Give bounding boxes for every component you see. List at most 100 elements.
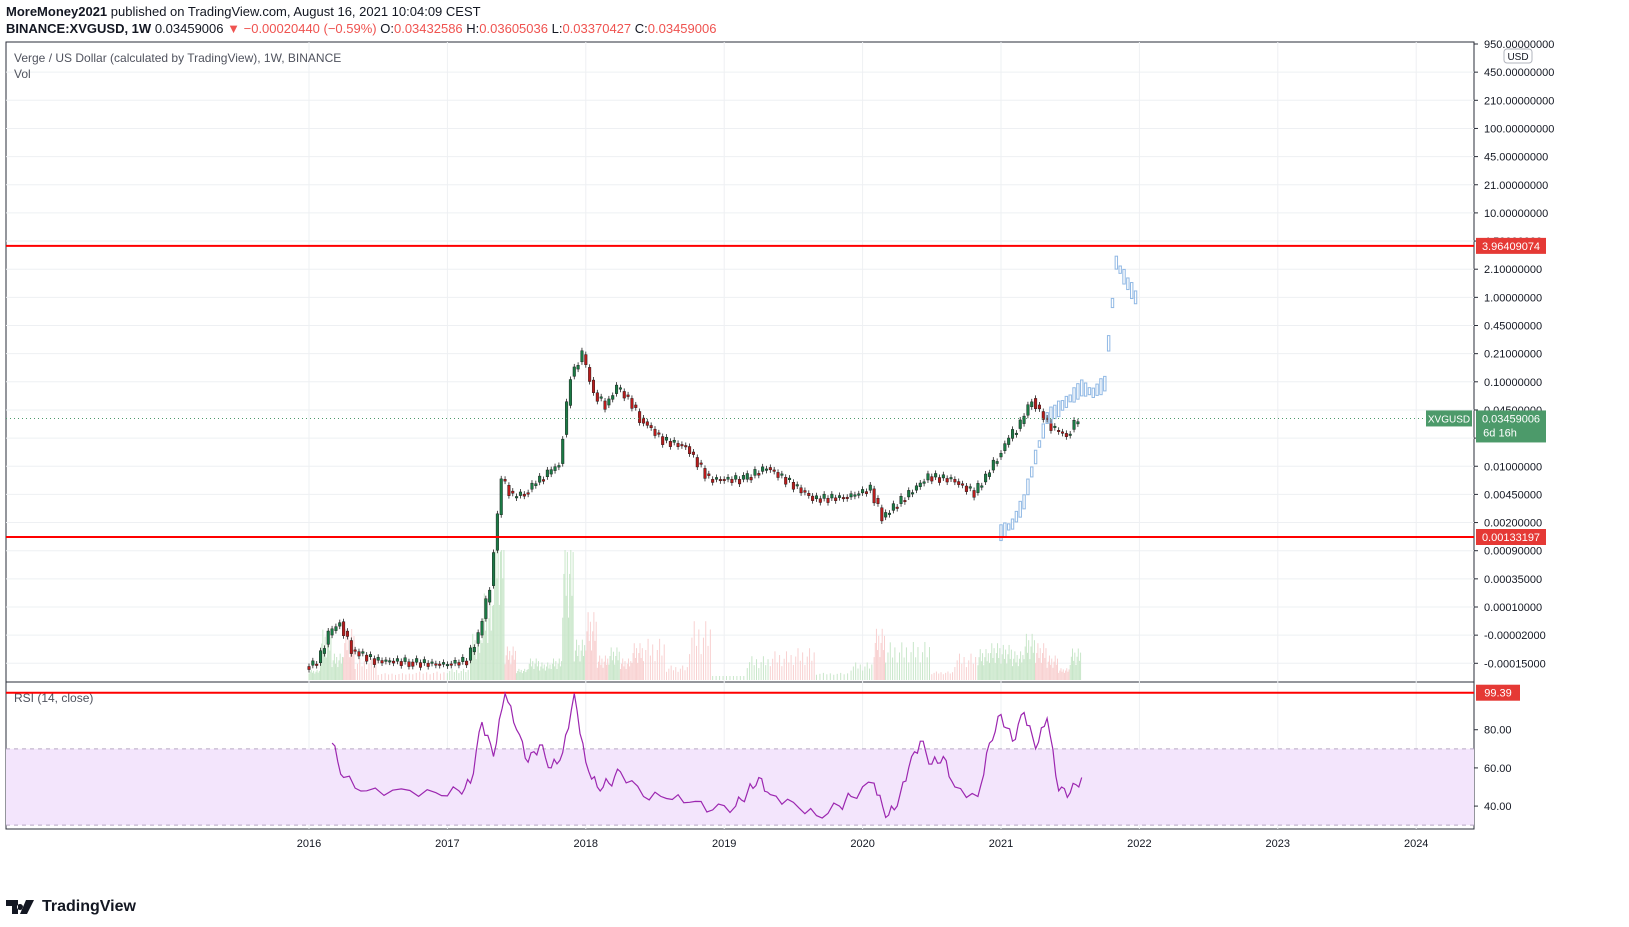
candle xyxy=(1034,398,1038,409)
projection-bar xyxy=(1087,387,1092,396)
candle xyxy=(561,438,565,464)
candle xyxy=(357,651,361,657)
candle xyxy=(776,472,780,478)
candle xyxy=(803,490,807,493)
candle xyxy=(595,392,599,402)
candle xyxy=(603,400,607,410)
candle xyxy=(753,469,757,476)
candle xyxy=(930,476,934,482)
candle xyxy=(495,513,499,551)
candle xyxy=(384,659,388,662)
candle xyxy=(688,446,692,455)
candle xyxy=(599,396,603,399)
candle xyxy=(668,441,672,447)
candle xyxy=(530,482,534,490)
y-tick-label: -0.00002000 xyxy=(1484,630,1546,642)
candle xyxy=(937,477,941,483)
candle xyxy=(403,657,407,662)
candle xyxy=(334,626,338,631)
projection-bar xyxy=(1099,378,1103,396)
candle xyxy=(380,660,384,664)
candle xyxy=(630,398,634,409)
candle xyxy=(811,495,815,501)
candle xyxy=(757,473,761,476)
tradingview-logo[interactable]: TradingView xyxy=(6,898,136,916)
level-badge-1 xyxy=(1476,529,1546,545)
candle xyxy=(672,439,676,443)
rsi-band xyxy=(6,748,1474,826)
y-tick-label: 0.45000000 xyxy=(1484,321,1542,333)
candle xyxy=(576,365,580,370)
candle xyxy=(503,479,507,482)
projection-bar xyxy=(1106,335,1111,352)
projection-bar xyxy=(1060,400,1065,411)
rsi-level-badge xyxy=(1476,684,1520,701)
candle xyxy=(580,350,584,363)
candle xyxy=(711,479,715,483)
projection-bar xyxy=(1091,387,1095,398)
candle xyxy=(895,506,899,509)
brand-name: TradingView xyxy=(42,898,136,915)
candle xyxy=(326,630,330,645)
candle xyxy=(764,468,768,471)
candle xyxy=(814,495,818,500)
candle xyxy=(949,477,953,480)
x-tick-2022: 2022 xyxy=(1127,838,1151,850)
candle xyxy=(907,490,911,498)
candle xyxy=(880,507,884,522)
candle xyxy=(553,466,557,471)
candle xyxy=(745,473,749,480)
symbol-interval[interactable]: BINANCE:XVGUSD, 1W xyxy=(6,21,152,36)
candle xyxy=(822,493,826,499)
candle xyxy=(472,647,476,653)
candle xyxy=(645,421,649,426)
candle xyxy=(557,465,561,468)
candle xyxy=(738,479,742,485)
level-label-0: 3.96409074 xyxy=(1482,241,1540,253)
projection-bar xyxy=(1103,375,1107,392)
currency-badge xyxy=(1503,48,1533,64)
candle xyxy=(830,493,834,499)
projection-bar xyxy=(1014,510,1019,523)
candle xyxy=(857,493,861,496)
candle xyxy=(622,391,626,399)
projection-bar xyxy=(1010,518,1015,530)
candle xyxy=(684,445,688,448)
candle xyxy=(584,354,588,365)
high-value: 0.03605036 xyxy=(479,21,548,36)
y-tick-label: 0.00200000 xyxy=(1484,518,1542,530)
candle xyxy=(511,490,515,494)
candle xyxy=(891,503,895,511)
candle xyxy=(807,493,811,496)
candle xyxy=(353,649,357,652)
candle xyxy=(707,473,711,476)
candle xyxy=(999,452,1003,458)
candle xyxy=(311,660,315,666)
candle xyxy=(1014,432,1018,435)
publisher-name[interactable]: MoreMoney2021 xyxy=(6,4,108,19)
candle xyxy=(718,479,722,482)
y-tick-label: 10.00000000 xyxy=(1484,208,1548,220)
projection-bar xyxy=(1118,265,1122,274)
projection-bar xyxy=(1049,406,1053,424)
open-label: O: xyxy=(380,21,394,36)
candle xyxy=(826,498,830,503)
legend-vol: Vol xyxy=(14,67,31,81)
candle xyxy=(638,411,642,423)
candle xyxy=(330,628,334,636)
projection-bar xyxy=(999,524,1003,542)
projection-bar xyxy=(1114,255,1119,270)
projection-bar xyxy=(1018,500,1022,518)
candle xyxy=(903,500,907,503)
candle xyxy=(1068,433,1072,436)
ohlc-line: BINANCE:XVGUSD, 1W 0.03459006 ▼ −0.00020… xyxy=(6,21,716,36)
candle xyxy=(361,651,365,654)
candle xyxy=(476,632,480,644)
candle xyxy=(980,485,984,488)
projection-bar xyxy=(1080,379,1084,397)
projection-bar xyxy=(1022,494,1026,510)
candle xyxy=(987,472,991,477)
candle xyxy=(861,489,865,494)
symbol-badge-label: XVGUSD xyxy=(1428,414,1470,425)
